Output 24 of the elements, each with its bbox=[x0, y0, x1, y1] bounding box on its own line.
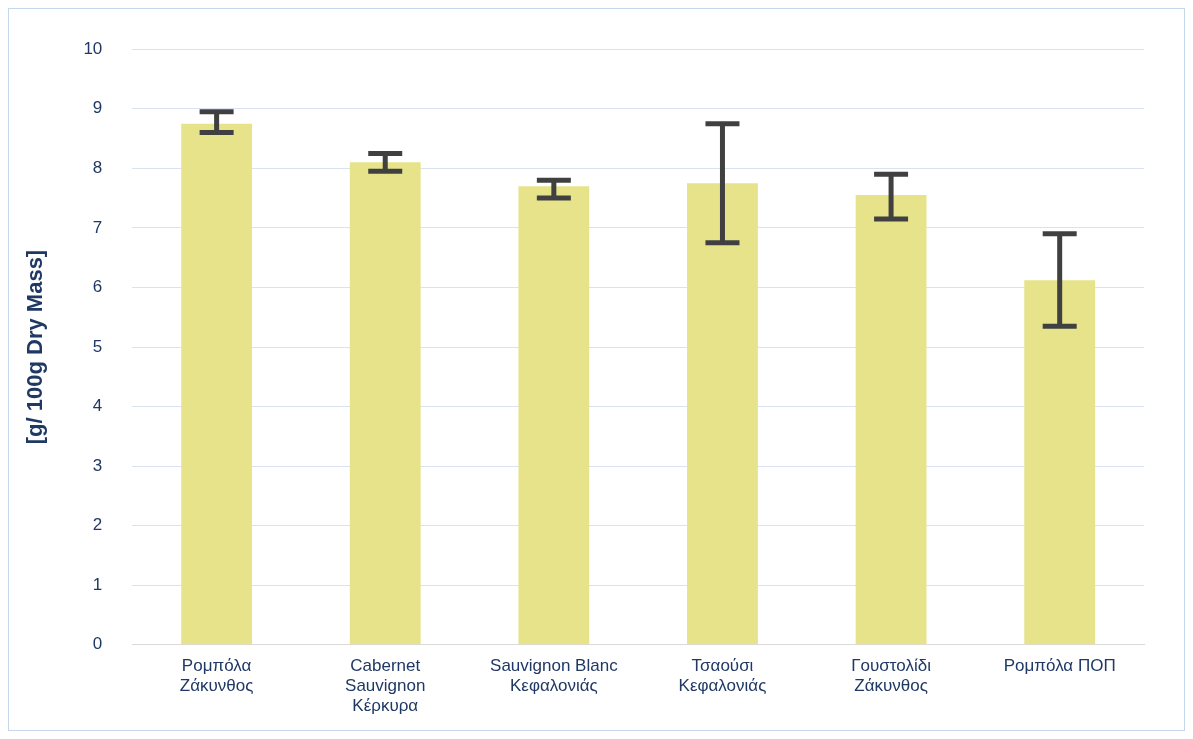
bar bbox=[181, 123, 253, 645]
y-tick-label: 10 bbox=[83, 38, 103, 58]
y-tick-label: 7 bbox=[92, 217, 103, 237]
y-tick-label: 1 bbox=[92, 574, 103, 594]
bar bbox=[518, 186, 590, 645]
y-tick-label: 9 bbox=[92, 98, 103, 118]
y-tick-label: 4 bbox=[92, 396, 103, 416]
x-tick-label: Γουστολίδι Ζάκυνθος bbox=[851, 655, 932, 696]
y-tick-label: 0 bbox=[92, 634, 103, 654]
bar bbox=[855, 195, 927, 645]
y-axis-title: [g/ 100g Dry Mass] bbox=[22, 249, 48, 445]
x-tick-label: Sauvignon Blanc Κεφαλονιάς bbox=[490, 655, 619, 696]
y-tick-label: 6 bbox=[92, 277, 103, 297]
bar bbox=[349, 162, 421, 645]
x-tick-label: Cabernet Sauvignon Κέρκυρα bbox=[345, 655, 426, 716]
x-tick-label: Τσαούσι Κεφαλονιάς bbox=[678, 655, 767, 696]
y-tick-label: 8 bbox=[92, 158, 103, 178]
x-tick-label: Ρομπόλα Ζάκυνθος bbox=[179, 655, 254, 696]
y-tick-label: 2 bbox=[92, 515, 103, 535]
bar bbox=[687, 183, 758, 645]
y-tick-label: 5 bbox=[92, 336, 103, 356]
y-tick-label: 3 bbox=[92, 455, 103, 475]
bar bbox=[1024, 280, 1096, 645]
x-tick-label: Ρομπόλα ΠΟΠ bbox=[1003, 655, 1116, 675]
